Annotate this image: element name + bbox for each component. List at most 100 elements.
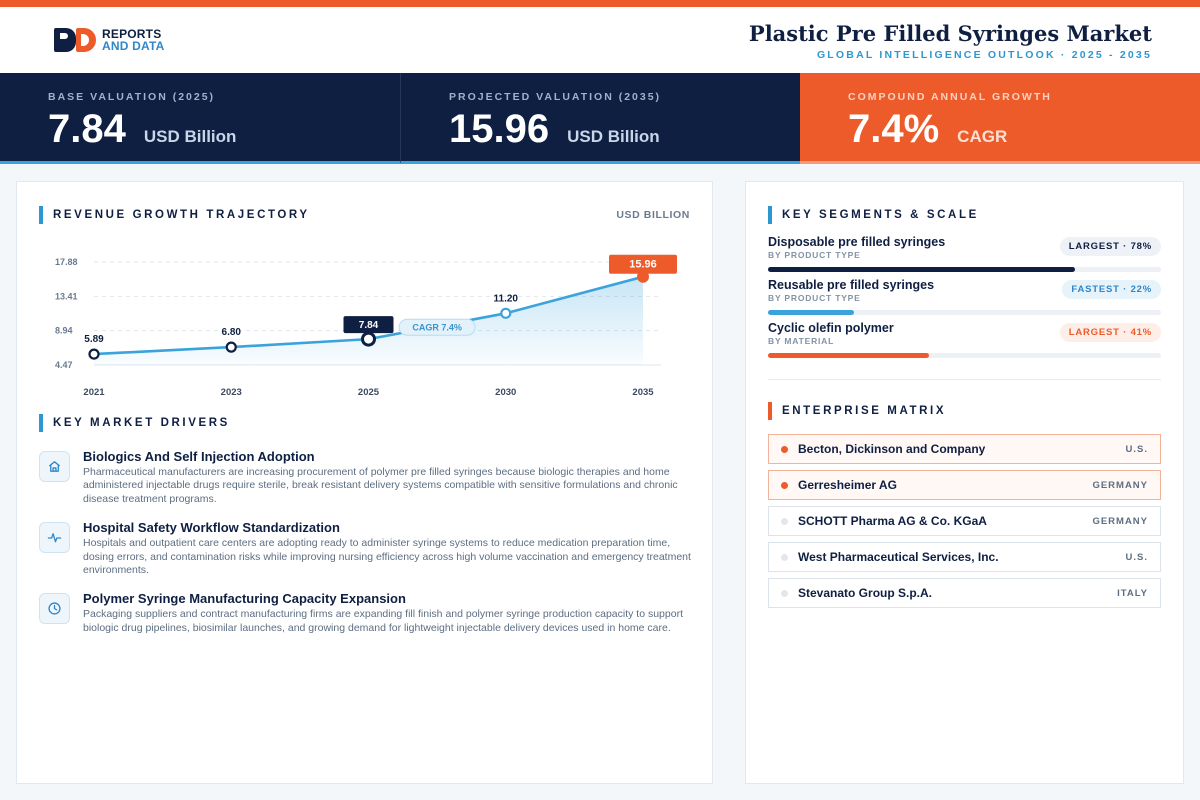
data-point	[637, 270, 649, 283]
y-tick-label: 8.94	[55, 326, 73, 336]
drivers-section-title: KEY MARKET DRIVERS	[39, 414, 230, 432]
company-name: Becton, Dickinson and Company	[798, 442, 986, 456]
section-accent	[39, 206, 43, 224]
logo-r-shape	[54, 28, 76, 52]
company-name: SCHOTT Pharma AG & Co. KGaA	[798, 514, 987, 528]
revenue-chart: 17.88 13.41 8.94 4.47 CAGR 7.4% 5.89 6.80 7.84 1…	[55, 254, 677, 398]
drivers-list: Biologics And Self Injection Adoption Ph…	[39, 448, 699, 648]
data-label: 15.96	[629, 259, 657, 271]
company-dot	[781, 554, 788, 561]
driver-title: Hospital Safety Workflow Standardization	[83, 520, 340, 536]
segments-list: Disposable pre filled syringes BY PRODUC…	[768, 235, 1161, 364]
kpi-unit: USD Billion	[567, 127, 660, 146]
company-dot	[781, 482, 788, 489]
kpi-unit: USD Billion	[143, 127, 237, 146]
company-country: U.S.	[1125, 552, 1148, 563]
logo-mark	[54, 28, 98, 52]
segments-section-title: KEY SEGMENTS & SCALE	[768, 206, 979, 224]
matrix-section-title: ENTERPRISE MATRIX	[768, 402, 946, 420]
x-tick-label: 2035	[632, 387, 654, 398]
segment-item: Cyclic olefin polymer BY MATERIAL LARGES…	[768, 321, 1161, 364]
segment-category: BY PRODUCT TYPE	[768, 250, 861, 260]
data-label: 11.20	[494, 293, 519, 304]
kpi-label: COMPOUND ANNUAL GROWTH	[848, 91, 1052, 103]
driver-description: Pharmaceutical manufacturers are increas…	[83, 466, 678, 505]
kpi-base-valuation: BASE VALUATION (2025) 7.84 USD Billion	[0, 73, 400, 164]
segment-share-track	[768, 267, 1161, 272]
data-label-bg-highlight	[609, 254, 677, 274]
company-name: Stevanato Group S.p.A.	[798, 586, 933, 600]
data-point	[500, 307, 512, 319]
kpi-label: BASE VALUATION (2025)	[48, 91, 216, 103]
page-title: Plastic Pre Filled Syringes Market	[748, 21, 1152, 46]
matrix-section-title-text: ENTERPRISE MATRIX	[782, 405, 947, 417]
segment-badge: LARGEST · 41%	[1059, 323, 1161, 342]
section-accent	[768, 402, 772, 420]
data-label: 7.84	[359, 320, 379, 331]
kpi-value: 15.96	[449, 107, 550, 151]
section-accent	[768, 206, 772, 224]
section-divider	[768, 379, 1161, 380]
driver-item: Polymer Syringe Manufacturing Capacity E…	[39, 590, 699, 635]
page-header: REPORTS AND DATA Plastic Pre Filled Syri…	[0, 7, 1200, 73]
page-subtitle: GLOBAL INTELLIGENCE OUTLOOK · 2025 - 203…	[816, 49, 1152, 61]
right-panel: KEY SEGMENTS & SCALE Disposable pre fill…	[745, 181, 1184, 784]
company-country: GERMANY	[1092, 480, 1148, 491]
chart-unit-label: USD BILLION	[616, 209, 690, 221]
data-point	[88, 348, 100, 360]
kpi-label: PROJECTED VALUATION (2035)	[449, 91, 662, 103]
company-name: West Pharmaceutical Services, Inc.	[798, 550, 999, 564]
logo-d-shape	[76, 28, 96, 52]
segment-category: BY MATERIAL	[768, 336, 835, 346]
segment-share-fill	[768, 353, 930, 358]
company-row: Gerresheimer AG GERMANY	[768, 470, 1161, 500]
driver-item: Hospital Safety Workflow Standardization…	[39, 519, 699, 577]
x-tick-label: 2023	[221, 387, 242, 398]
segment-share-track	[768, 353, 1161, 358]
segments-section-title-text: KEY SEGMENTS & SCALE	[782, 209, 979, 221]
driver-description: Packaging suppliers and contract manufac…	[83, 608, 683, 634]
company-dot	[781, 446, 788, 453]
company-country: ITALY	[1117, 588, 1148, 599]
data-label: 5.89	[84, 334, 104, 345]
y-tick-label: 17.88	[55, 257, 78, 267]
segment-name: Cyclic olefin polymer	[768, 321, 894, 335]
kpi-value: 7.84	[48, 107, 126, 151]
company-row: Becton, Dickinson and Company U.S.	[768, 434, 1161, 464]
company-row: SCHOTT Pharma AG & Co. KGaA GERMANY	[768, 506, 1161, 536]
driver-item: Biologics And Self Injection Adoption Ph…	[39, 448, 699, 506]
section-accent	[39, 414, 43, 432]
logo-text: REPORTS AND DATA	[102, 28, 164, 52]
y-tick-label: 4.47	[55, 360, 73, 370]
kpi-value: 7.4%	[848, 107, 940, 151]
cagr-annotation-pill	[398, 318, 476, 336]
data-label-bg-highlight	[343, 316, 394, 334]
revenue-section-title: REVENUE GROWTH TRAJECTORY	[39, 206, 310, 224]
cagr-annotation-text: CAGR 7.4%	[412, 323, 462, 333]
x-tick-label: 2025	[358, 387, 380, 398]
segment-name: Disposable pre filled syringes	[768, 235, 946, 249]
clock-icon	[39, 593, 70, 625]
company-country: U.S.	[1125, 444, 1148, 455]
segment-share-track	[768, 310, 1161, 315]
driver-title: Polymer Syringe Manufacturing Capacity E…	[83, 591, 406, 607]
logo: REPORTS AND DATA	[54, 27, 164, 53]
company-dot	[781, 518, 788, 525]
data-point	[361, 331, 376, 347]
logo-line-1: REPORTS	[102, 27, 162, 41]
kpi-cagr: COMPOUND ANNUAL GROWTH 7.4% CAGR	[800, 73, 1200, 164]
left-panel: REVENUE GROWTH TRAJECTORY USD BILLION 17…	[16, 181, 713, 784]
top-accent-bar	[0, 0, 1200, 7]
company-name: Gerresheimer AG	[798, 478, 897, 492]
segment-share-fill	[768, 267, 1075, 272]
x-tick-label: 2021	[83, 387, 105, 398]
segment-item: Reusable pre filled syringes BY PRODUCT …	[768, 278, 1161, 321]
home-icon	[39, 451, 70, 482]
area-fill	[94, 276, 643, 365]
segment-share-fill	[768, 310, 855, 315]
segment-badge: LARGEST · 78%	[1059, 237, 1161, 256]
data-point	[225, 341, 237, 353]
company-country: GERMANY	[1092, 516, 1148, 527]
segment-name: Reusable pre filled syringes	[768, 278, 935, 292]
logo-line-2: AND DATA	[102, 39, 165, 53]
